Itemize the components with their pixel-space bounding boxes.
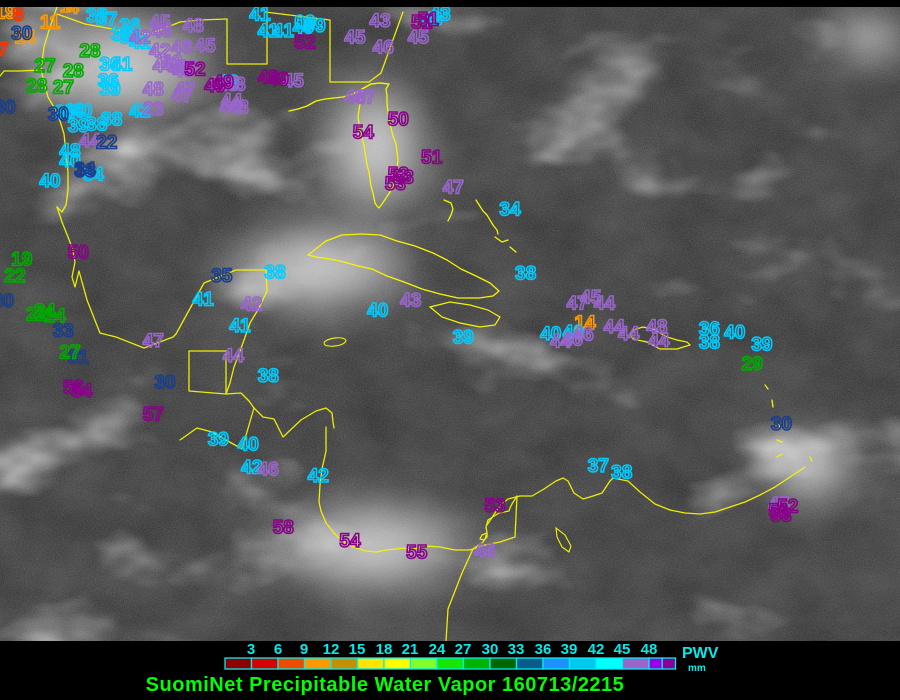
svg-text:42: 42 <box>588 641 605 658</box>
svg-text:48: 48 <box>641 641 658 658</box>
svg-text:43: 43 <box>369 11 390 32</box>
svg-text:38: 38 <box>264 263 285 284</box>
svg-text:51: 51 <box>421 148 443 169</box>
svg-text:30: 30 <box>48 104 69 125</box>
svg-text:38: 38 <box>699 332 720 353</box>
svg-text:40: 40 <box>39 171 60 192</box>
svg-text:34: 34 <box>74 159 96 180</box>
svg-text:27: 27 <box>53 78 74 99</box>
svg-text:47: 47 <box>354 88 375 109</box>
svg-text:39: 39 <box>208 429 229 450</box>
svg-text:38: 38 <box>611 463 632 484</box>
svg-text:24: 24 <box>429 641 446 658</box>
svg-text:49: 49 <box>213 73 234 94</box>
svg-text:36: 36 <box>535 641 552 658</box>
svg-text:48: 48 <box>183 16 204 37</box>
svg-text:42: 42 <box>241 294 262 315</box>
svg-text:7: 7 <box>0 39 9 60</box>
svg-text:54: 54 <box>71 381 93 402</box>
svg-text:44: 44 <box>618 324 640 345</box>
svg-text:21: 21 <box>402 641 419 658</box>
svg-text:29: 29 <box>742 354 763 375</box>
svg-text:PWV: PWV <box>682 645 719 662</box>
svg-text:11: 11 <box>40 13 61 34</box>
svg-text:34: 34 <box>499 199 521 220</box>
svg-text:47: 47 <box>174 79 195 100</box>
svg-text:9: 9 <box>300 641 308 658</box>
svg-text:30: 30 <box>771 414 792 435</box>
svg-text:24: 24 <box>44 306 66 327</box>
svg-text:39: 39 <box>99 79 120 100</box>
svg-text:27: 27 <box>34 56 55 77</box>
svg-text:30: 30 <box>482 641 499 658</box>
svg-text:3: 3 <box>247 641 255 658</box>
svg-text:53: 53 <box>484 496 505 517</box>
svg-text:46: 46 <box>258 459 279 480</box>
svg-text:30: 30 <box>0 98 16 119</box>
svg-text:57: 57 <box>143 404 164 425</box>
svg-text:53: 53 <box>385 174 406 195</box>
svg-text:12: 12 <box>323 641 340 658</box>
svg-text:42: 42 <box>129 28 150 49</box>
svg-text:39: 39 <box>453 328 474 349</box>
svg-text:40: 40 <box>367 300 388 321</box>
svg-text:55: 55 <box>406 543 428 564</box>
svg-text:15: 15 <box>349 641 366 658</box>
svg-text:45: 45 <box>344 28 366 49</box>
svg-text:39: 39 <box>561 641 578 658</box>
svg-text:45: 45 <box>194 36 216 57</box>
svg-text:54: 54 <box>339 531 361 552</box>
svg-text:45: 45 <box>149 13 171 34</box>
svg-text:37: 37 <box>588 456 609 477</box>
svg-text:35: 35 <box>211 266 233 287</box>
svg-text:23: 23 <box>143 99 164 120</box>
svg-text:43: 43 <box>400 291 421 312</box>
svg-text:30: 30 <box>0 291 14 312</box>
svg-text:50: 50 <box>388 109 409 130</box>
svg-text:49: 49 <box>268 69 289 90</box>
svg-text:46: 46 <box>373 38 394 59</box>
svg-text:6: 6 <box>274 641 282 658</box>
svg-text:30: 30 <box>11 23 32 44</box>
svg-text:42: 42 <box>308 466 329 487</box>
svg-text:53: 53 <box>771 505 792 526</box>
svg-text:47: 47 <box>443 178 464 199</box>
svg-text:33: 33 <box>508 641 525 658</box>
svg-text:58: 58 <box>273 518 294 539</box>
svg-text:41: 41 <box>193 289 215 310</box>
svg-text:38: 38 <box>258 366 279 387</box>
svg-text:41: 41 <box>273 21 295 42</box>
svg-text:41: 41 <box>229 316 251 337</box>
svg-text:54: 54 <box>353 123 375 144</box>
svg-text:38: 38 <box>515 264 536 285</box>
svg-text:52: 52 <box>294 33 315 54</box>
svg-text:52: 52 <box>184 59 205 80</box>
svg-text:28: 28 <box>79 41 100 62</box>
svg-text:40: 40 <box>724 323 745 344</box>
svg-text:50: 50 <box>68 243 89 264</box>
svg-text:51: 51 <box>411 13 433 34</box>
svg-text:47: 47 <box>143 331 164 352</box>
svg-text:22: 22 <box>4 266 25 287</box>
svg-text:48: 48 <box>143 79 164 100</box>
svg-text:30: 30 <box>154 373 175 394</box>
svg-text:27: 27 <box>455 641 472 658</box>
svg-text:18: 18 <box>376 641 393 658</box>
svg-text:27: 27 <box>59 343 80 364</box>
svg-text:4: 4 <box>68 7 79 19</box>
svg-text:22: 22 <box>96 133 117 154</box>
svg-text:44: 44 <box>648 330 670 351</box>
svg-text:28: 28 <box>26 76 47 97</box>
svg-text:44: 44 <box>223 346 245 367</box>
svg-text:mm: mm <box>688 663 706 674</box>
svg-text:40: 40 <box>238 434 259 455</box>
svg-text:46: 46 <box>474 541 495 562</box>
svg-text:39: 39 <box>751 334 772 355</box>
svg-text:44: 44 <box>594 294 616 315</box>
svg-text:44: 44 <box>550 332 572 353</box>
svg-text:SuomiNet Precipitable Water Va: SuomiNet Precipitable Water Vapor 160713… <box>146 674 625 696</box>
svg-text:45: 45 <box>614 641 631 658</box>
